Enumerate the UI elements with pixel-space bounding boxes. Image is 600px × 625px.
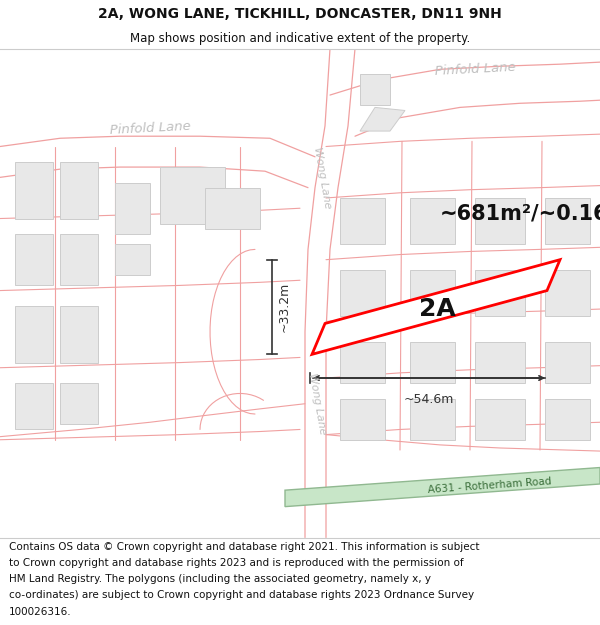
FancyBboxPatch shape	[115, 182, 150, 234]
FancyBboxPatch shape	[410, 270, 455, 316]
FancyBboxPatch shape	[475, 198, 525, 244]
FancyBboxPatch shape	[475, 399, 525, 440]
FancyBboxPatch shape	[545, 342, 590, 383]
Polygon shape	[360, 107, 405, 131]
FancyBboxPatch shape	[115, 244, 150, 275]
FancyBboxPatch shape	[160, 167, 225, 224]
FancyBboxPatch shape	[475, 342, 525, 383]
Text: ~681m²/~0.168ac.: ~681m²/~0.168ac.	[440, 203, 600, 223]
FancyBboxPatch shape	[410, 342, 455, 383]
FancyBboxPatch shape	[410, 198, 455, 244]
FancyBboxPatch shape	[360, 74, 390, 106]
Text: A631 - Rotherham Road: A631 - Rotherham Road	[428, 477, 552, 496]
Polygon shape	[312, 259, 560, 354]
Text: Pinfold Lane: Pinfold Lane	[434, 61, 516, 78]
FancyBboxPatch shape	[340, 270, 385, 316]
FancyBboxPatch shape	[340, 198, 385, 244]
Text: ~33.2m: ~33.2m	[277, 282, 290, 332]
FancyBboxPatch shape	[545, 198, 590, 244]
FancyBboxPatch shape	[15, 306, 53, 362]
Text: Map shows position and indicative extent of the property.: Map shows position and indicative extent…	[130, 31, 470, 44]
Text: Pinfold Lane: Pinfold Lane	[109, 119, 191, 137]
FancyBboxPatch shape	[60, 234, 98, 286]
FancyBboxPatch shape	[15, 234, 53, 286]
FancyBboxPatch shape	[545, 270, 590, 316]
Text: Wong Lane: Wong Lane	[307, 372, 328, 436]
Text: HM Land Registry. The polygons (including the associated geometry, namely x, y: HM Land Registry. The polygons (includin…	[9, 574, 431, 584]
Text: to Crown copyright and database rights 2023 and is reproduced with the permissio: to Crown copyright and database rights 2…	[9, 558, 464, 568]
FancyBboxPatch shape	[60, 162, 98, 219]
Text: Wong Lane: Wong Lane	[311, 146, 332, 209]
Text: 2A, WONG LANE, TICKHILL, DONCASTER, DN11 9NH: 2A, WONG LANE, TICKHILL, DONCASTER, DN11…	[98, 7, 502, 21]
Text: 2A: 2A	[419, 297, 455, 321]
Text: ~54.6m: ~54.6m	[404, 394, 454, 406]
FancyBboxPatch shape	[545, 399, 590, 440]
Polygon shape	[285, 468, 600, 507]
FancyBboxPatch shape	[205, 188, 260, 229]
FancyBboxPatch shape	[340, 342, 385, 383]
FancyBboxPatch shape	[15, 383, 53, 429]
FancyBboxPatch shape	[410, 399, 455, 440]
Text: Contains OS data © Crown copyright and database right 2021. This information is : Contains OS data © Crown copyright and d…	[9, 542, 479, 552]
FancyBboxPatch shape	[475, 270, 525, 316]
FancyBboxPatch shape	[15, 162, 53, 219]
FancyBboxPatch shape	[60, 306, 98, 362]
Text: co-ordinates) are subject to Crown copyright and database rights 2023 Ordnance S: co-ordinates) are subject to Crown copyr…	[9, 591, 474, 601]
FancyBboxPatch shape	[340, 399, 385, 440]
Text: 100026316.: 100026316.	[9, 607, 71, 617]
FancyBboxPatch shape	[60, 383, 98, 424]
